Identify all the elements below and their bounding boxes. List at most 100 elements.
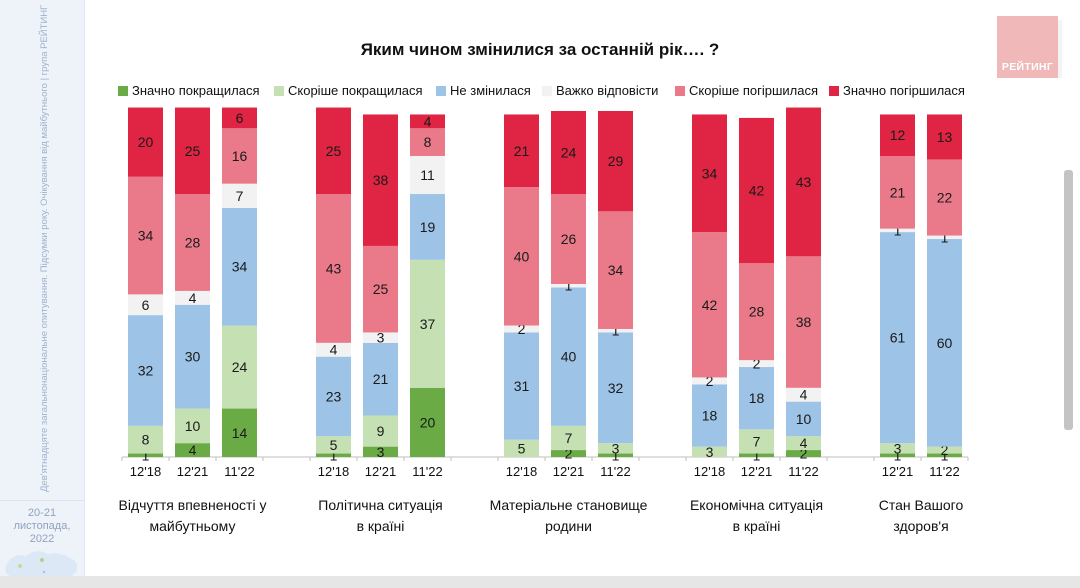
logo-edge — [1058, 20, 1062, 78]
x-tick-label: 11'22 — [600, 464, 630, 479]
bar-segment — [410, 114, 445, 129]
data-label: 1 — [565, 278, 573, 294]
data-label: 21 — [514, 143, 530, 159]
legend-item-strongly-improved: Значно покращилася — [118, 83, 260, 98]
vertical-scrollbar[interactable] — [1064, 170, 1073, 430]
bar-segment — [222, 128, 257, 184]
bar-segment — [739, 429, 774, 454]
data-label: 43 — [796, 174, 812, 190]
data-label: 4 — [189, 442, 197, 458]
data-label: 2 — [565, 446, 573, 462]
bar-segment — [504, 332, 539, 440]
category-label: майбутньому — [150, 518, 236, 534]
bar-segment — [786, 401, 821, 437]
data-label: 34 — [232, 259, 248, 275]
category-label: Матеріальне становище — [490, 497, 648, 513]
data-label: 43 — [326, 260, 342, 276]
data-label: 1 — [142, 447, 150, 463]
ukraine-map-icon — [5, 551, 78, 576]
bar-segment — [316, 342, 351, 357]
bar-segment — [316, 356, 351, 437]
data-label: 3 — [706, 444, 714, 460]
bar-segment — [410, 128, 445, 156]
bar-segment — [363, 342, 398, 416]
data-label: 5 — [330, 437, 338, 453]
bar-segment — [551, 287, 586, 426]
category-label: в країні — [357, 518, 405, 534]
bar-segment — [598, 328, 633, 333]
data-label: 18 — [749, 390, 765, 406]
category-label: Політична ситуація — [318, 497, 442, 513]
bar-segment — [175, 408, 210, 444]
category-label: Економічна ситуація — [690, 497, 823, 513]
bar-segment — [786, 107, 821, 257]
legend-item-strongly-worsened: Значно погіршилася — [829, 83, 965, 98]
rating-logo-text: РЕЙТИНГ — [1001, 61, 1054, 73]
bar-segment — [598, 211, 633, 329]
data-label: 4 — [800, 387, 808, 403]
x-tick-label: 12'21 — [177, 464, 208, 479]
data-label: 3 — [612, 440, 620, 456]
x-tick-label: 11'22 — [224, 464, 254, 479]
data-label: 4 — [424, 113, 432, 129]
bar-segment — [551, 284, 586, 288]
data-label: 38 — [373, 172, 389, 188]
x-tick-label: 12'18 — [130, 464, 161, 479]
data-label: 1 — [894, 222, 902, 238]
data-label: 8 — [142, 432, 150, 448]
category-label: в країні — [733, 518, 781, 534]
bar-segment — [410, 155, 445, 195]
bar-segment — [363, 332, 398, 343]
bar-segment — [880, 228, 915, 233]
bar-segment — [128, 453, 163, 457]
legend-item-hard-to-say: Важко відповісти — [542, 83, 658, 98]
bar-segment — [598, 453, 633, 457]
legend-swatch-icon — [829, 85, 839, 96]
bar-segment — [410, 259, 445, 388]
bar-segment — [128, 315, 163, 426]
bar-segment — [410, 387, 445, 457]
data-label: 37 — [420, 316, 436, 332]
data-label: 8 — [424, 134, 432, 150]
data-label: 1 — [753, 447, 761, 463]
x-tick-label: 12'21 — [741, 464, 772, 479]
bar-segment — [551, 194, 586, 284]
bar-segment — [175, 443, 210, 457]
bar-segment — [739, 453, 774, 457]
bar-segment — [504, 187, 539, 326]
bar-segment — [598, 443, 633, 454]
bar-segment — [880, 232, 915, 444]
bar-segment — [363, 415, 398, 447]
bar-segment — [175, 107, 210, 195]
bar-segment — [551, 450, 586, 457]
bar-segment — [363, 446, 398, 457]
bar-segment — [927, 239, 962, 447]
data-label: 23 — [326, 388, 342, 404]
bar-segment — [222, 183, 257, 208]
bar-segment — [316, 453, 351, 457]
legend-swatch-icon — [675, 85, 685, 96]
data-label: 28 — [749, 304, 765, 320]
data-label: 18 — [702, 407, 718, 423]
bar-segment — [222, 207, 257, 326]
bottom-bar — [0, 576, 1080, 588]
bar-segment — [175, 290, 210, 305]
x-tick-label: 11'22 — [412, 464, 442, 479]
data-label: 38 — [796, 314, 812, 330]
data-label: 1 — [330, 447, 338, 463]
legend-swatch-icon — [542, 85, 552, 96]
x-tick-label: 12'21 — [365, 464, 396, 479]
data-label: 40 — [514, 248, 530, 264]
data-label: 30 — [185, 349, 201, 365]
bar-segment — [739, 360, 774, 368]
bar-segment — [222, 408, 257, 457]
data-label: 28 — [185, 234, 201, 250]
bar-segment — [692, 232, 727, 378]
data-label: 1 — [612, 447, 620, 463]
data-label: 2 — [518, 321, 526, 337]
bar-segment — [692, 384, 727, 447]
bar-segment — [222, 325, 257, 409]
bar-segment — [739, 117, 774, 264]
x-tick-label: 11'22 — [788, 464, 818, 479]
data-label: 2 — [706, 373, 714, 389]
